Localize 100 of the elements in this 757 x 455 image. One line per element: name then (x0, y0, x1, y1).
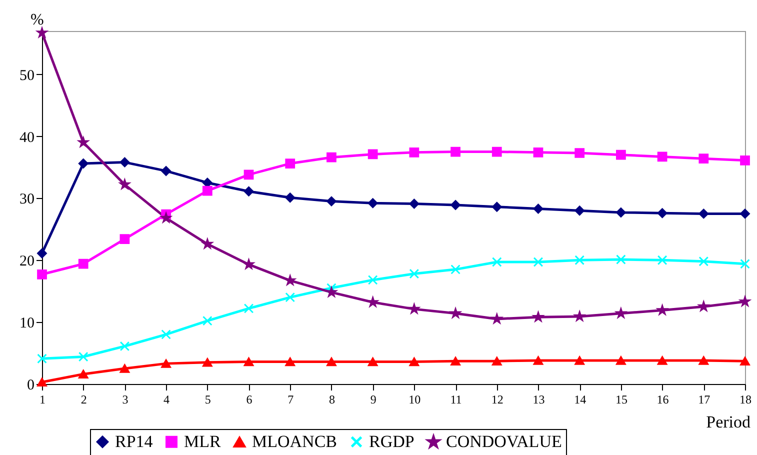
point (36, 28, 48, 38)
legend-label: MLR (184, 432, 222, 451)
point (37, 248, 47, 258)
y-tick-label: 10 (20, 316, 34, 332)
point (326, 196, 336, 206)
x-tick-label: 15 (615, 392, 628, 406)
point (244, 357, 254, 366)
x-tick-label: 7 (288, 392, 294, 406)
point (533, 257, 544, 267)
point (285, 292, 296, 302)
x-tick-label: 14 (574, 392, 586, 406)
point (492, 257, 502, 267)
point (120, 234, 130, 244)
point (285, 357, 296, 366)
y-tick-label: 40 (20, 130, 34, 146)
point (698, 208, 709, 219)
x-tick-label: 16 (656, 392, 669, 406)
x-tick-label: 18 (740, 392, 752, 406)
x-tick-label: 3 (122, 392, 128, 406)
point (78, 158, 88, 168)
x-tick-label: 4 (164, 392, 170, 406)
point (698, 256, 709, 266)
point (533, 312, 544, 322)
point (120, 341, 130, 352)
y-tick-label: 0 (27, 378, 34, 394)
point (326, 152, 336, 162)
point (37, 354, 47, 364)
point (368, 357, 378, 366)
y-axis-title: % (30, 12, 44, 28)
point (161, 330, 171, 340)
point (409, 147, 420, 158)
point (698, 154, 709, 164)
x-tick-label: 13 (532, 392, 545, 406)
x-axis-title: Period (706, 412, 751, 432)
legend-label: RP14 (115, 432, 154, 451)
point (740, 156, 750, 166)
point (78, 137, 88, 147)
point (740, 356, 750, 366)
point (616, 308, 626, 318)
x-tick-label: 10 (408, 392, 421, 406)
point (368, 198, 378, 208)
point (202, 358, 212, 367)
point (120, 364, 130, 373)
point (450, 200, 460, 210)
point (284, 275, 296, 286)
point (409, 357, 420, 366)
point (244, 170, 254, 180)
point (657, 208, 668, 218)
point (740, 258, 750, 269)
point (78, 352, 88, 362)
y-tick-label: 50 (20, 68, 34, 84)
point (244, 186, 254, 196)
point (492, 202, 502, 212)
y-tick-label: 20 (20, 254, 34, 270)
x-tick-label: 5 (204, 392, 211, 406)
point (533, 147, 544, 158)
x-tick-label: 17 (698, 392, 710, 406)
x-tick-label: 9 (370, 392, 376, 406)
point (326, 286, 337, 297)
point (574, 148, 585, 158)
point (657, 255, 668, 266)
point (740, 208, 750, 219)
x-tick-label: 11 (450, 392, 462, 406)
point (616, 254, 626, 264)
point (409, 304, 420, 314)
point (160, 212, 172, 222)
point (492, 146, 502, 157)
point (740, 296, 750, 306)
point (244, 259, 254, 269)
x-tick-label: 8 (328, 392, 335, 406)
point (120, 157, 130, 168)
point (492, 314, 502, 324)
point (161, 166, 171, 176)
point (202, 316, 212, 326)
point (161, 359, 171, 368)
point (409, 198, 420, 209)
point (78, 258, 88, 269)
point (657, 152, 668, 162)
point (616, 208, 626, 218)
legend-label: CONDOVALUE (446, 432, 562, 452)
x-tick-label: 6 (246, 392, 252, 406)
point (285, 158, 296, 168)
legend-label: MLOANCB (252, 432, 338, 452)
x-tick-label: 1 (40, 392, 46, 406)
point (409, 268, 420, 279)
point (450, 356, 460, 366)
point (78, 370, 88, 378)
legend-label: RGDP (369, 432, 414, 451)
point (450, 146, 460, 157)
point (698, 356, 709, 365)
point (698, 301, 709, 312)
point (492, 356, 502, 366)
point (657, 356, 668, 365)
point (574, 255, 585, 266)
y-tick-label: 30 (20, 192, 34, 208)
point (326, 283, 336, 293)
point (244, 304, 254, 314)
point (285, 192, 296, 203)
point (533, 356, 544, 365)
point (368, 296, 378, 307)
